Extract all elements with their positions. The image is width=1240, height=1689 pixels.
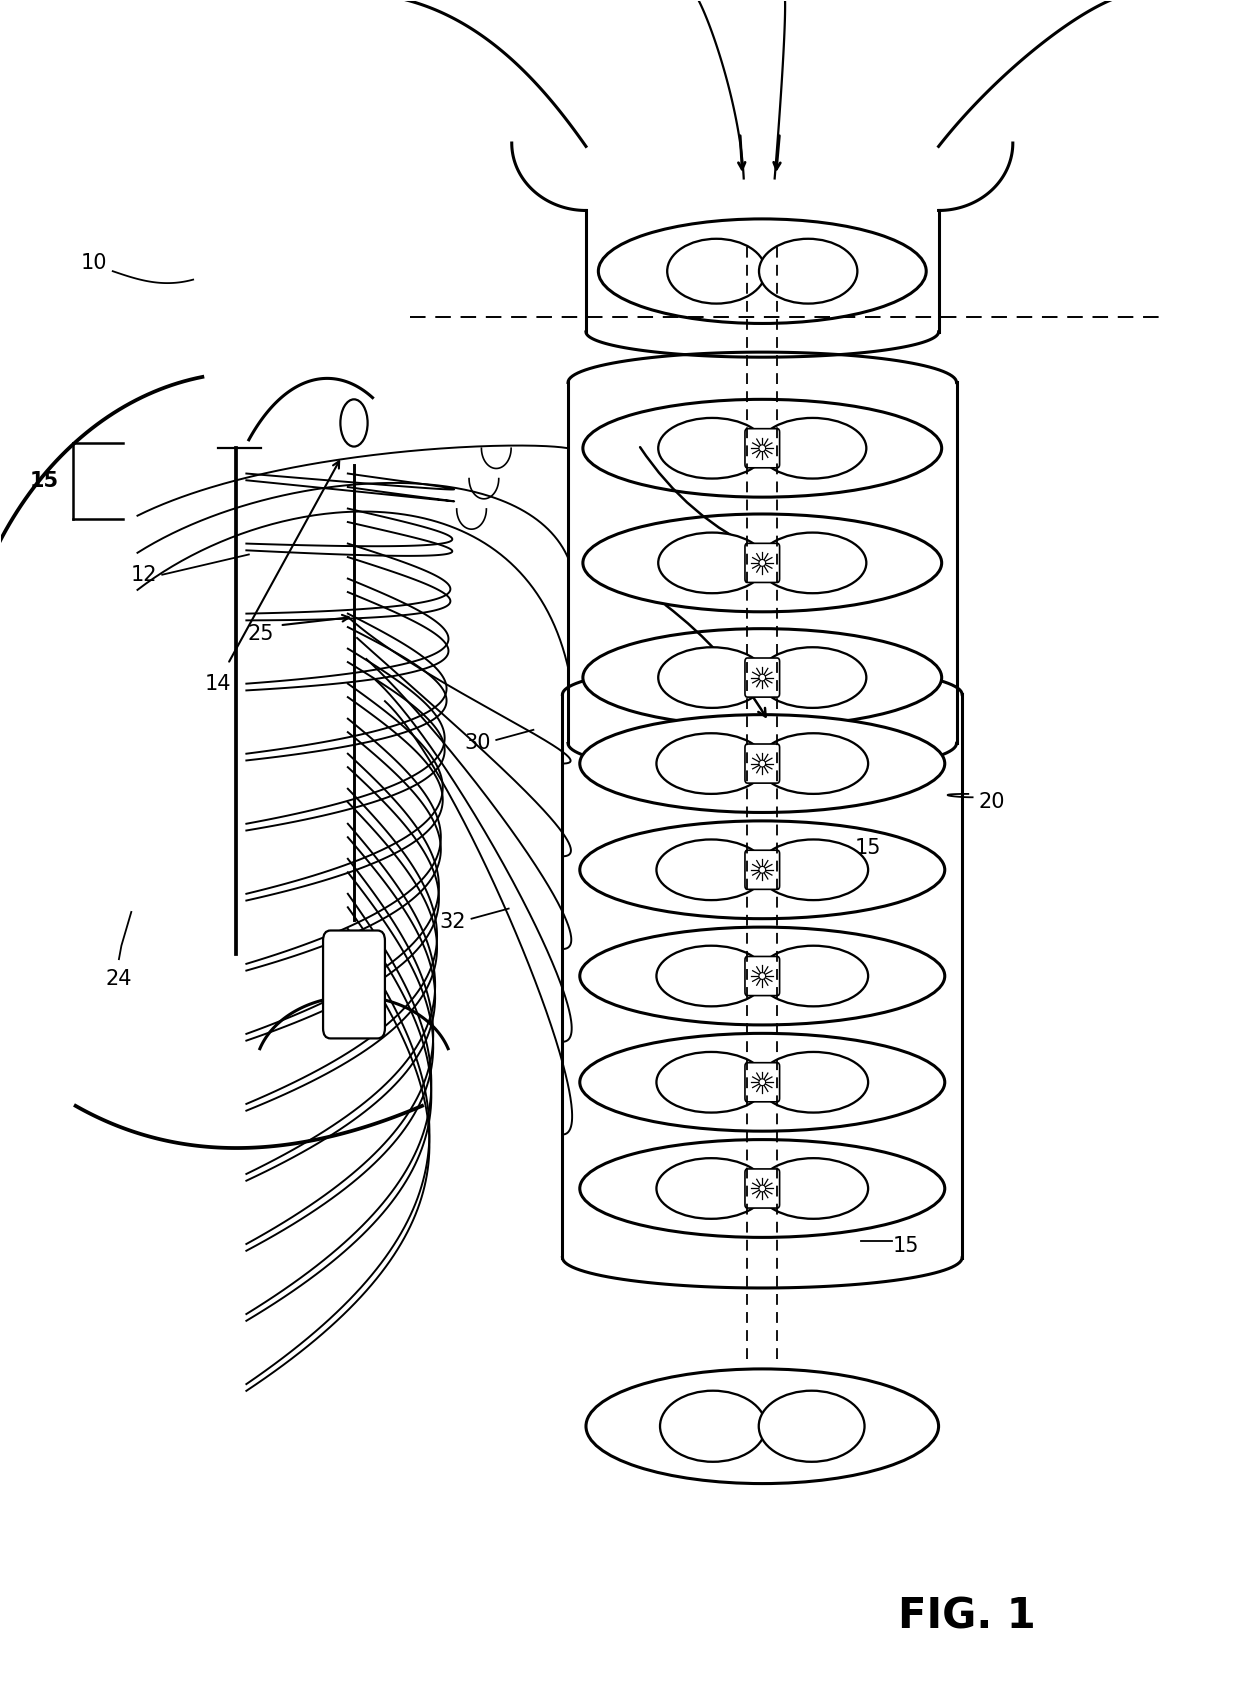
- Ellipse shape: [599, 220, 926, 324]
- Ellipse shape: [587, 1368, 939, 1483]
- Ellipse shape: [656, 946, 766, 1007]
- FancyBboxPatch shape: [324, 931, 384, 1039]
- Ellipse shape: [759, 839, 868, 900]
- Ellipse shape: [667, 238, 765, 304]
- Ellipse shape: [656, 733, 766, 794]
- Text: 10: 10: [81, 253, 108, 272]
- Ellipse shape: [759, 444, 765, 451]
- Ellipse shape: [656, 1052, 766, 1113]
- Ellipse shape: [759, 973, 765, 980]
- Ellipse shape: [660, 1390, 766, 1461]
- Ellipse shape: [759, 417, 867, 478]
- Text: FIG. 1: FIG. 1: [898, 1596, 1035, 1638]
- Ellipse shape: [759, 760, 765, 767]
- Ellipse shape: [656, 839, 766, 900]
- Ellipse shape: [580, 714, 945, 812]
- Ellipse shape: [759, 946, 868, 1007]
- Ellipse shape: [580, 1140, 945, 1238]
- Ellipse shape: [759, 866, 765, 873]
- Ellipse shape: [759, 559, 765, 566]
- Ellipse shape: [656, 1159, 766, 1219]
- Ellipse shape: [580, 927, 945, 1025]
- Ellipse shape: [759, 1159, 868, 1219]
- Ellipse shape: [759, 1079, 765, 1086]
- Ellipse shape: [759, 674, 765, 681]
- Ellipse shape: [583, 628, 941, 726]
- FancyBboxPatch shape: [745, 659, 780, 698]
- Ellipse shape: [580, 1034, 945, 1132]
- FancyBboxPatch shape: [745, 850, 780, 890]
- Ellipse shape: [759, 238, 857, 304]
- Ellipse shape: [759, 733, 868, 794]
- Ellipse shape: [759, 1390, 864, 1461]
- FancyBboxPatch shape: [745, 1169, 780, 1208]
- Ellipse shape: [759, 1052, 868, 1113]
- FancyBboxPatch shape: [745, 956, 780, 995]
- Ellipse shape: [759, 1186, 765, 1192]
- Text: 30: 30: [465, 733, 491, 753]
- Ellipse shape: [583, 513, 941, 611]
- FancyBboxPatch shape: [745, 1062, 780, 1101]
- Ellipse shape: [759, 647, 867, 708]
- Ellipse shape: [341, 399, 367, 446]
- Text: 25: 25: [248, 623, 274, 644]
- Text: 14: 14: [205, 674, 231, 694]
- Text: 15: 15: [856, 838, 882, 858]
- Text: 20: 20: [978, 792, 1006, 812]
- Text: 32: 32: [440, 912, 466, 932]
- Text: 15: 15: [30, 471, 60, 491]
- Ellipse shape: [580, 821, 945, 919]
- FancyBboxPatch shape: [745, 544, 780, 583]
- FancyBboxPatch shape: [745, 743, 780, 784]
- Text: 12: 12: [130, 564, 157, 584]
- Ellipse shape: [658, 532, 766, 593]
- Text: 15: 15: [893, 1236, 919, 1257]
- Ellipse shape: [759, 532, 867, 593]
- Ellipse shape: [583, 399, 941, 497]
- Text: 24: 24: [105, 969, 133, 990]
- FancyBboxPatch shape: [745, 429, 780, 468]
- Ellipse shape: [658, 647, 766, 708]
- Ellipse shape: [658, 417, 766, 478]
